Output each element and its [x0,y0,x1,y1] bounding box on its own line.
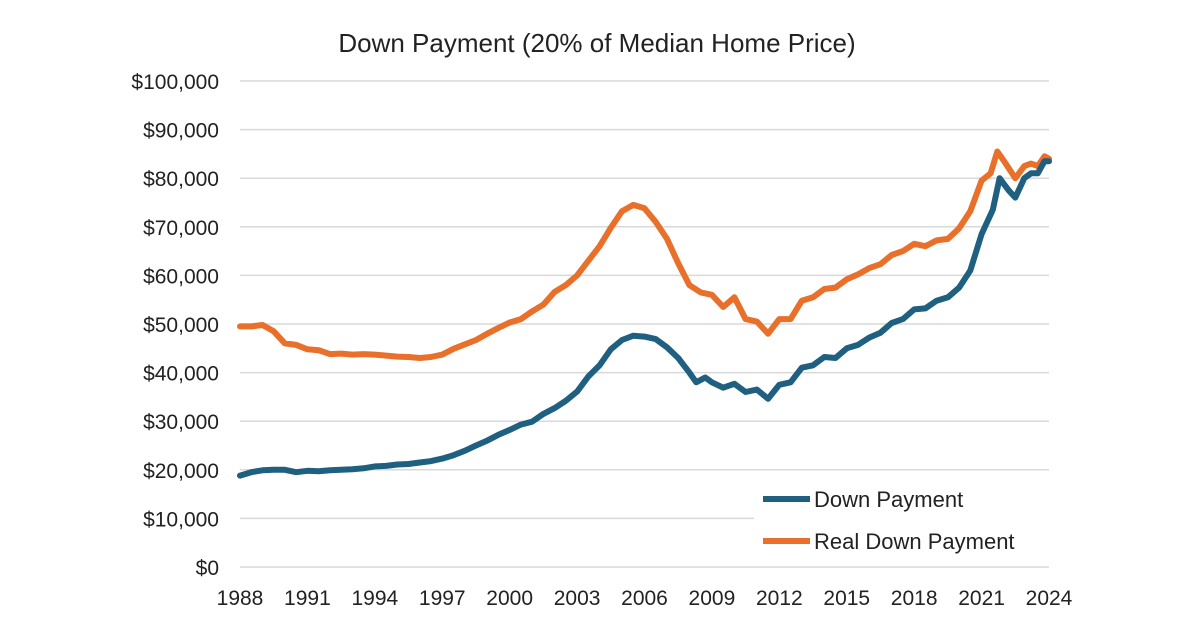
series-line-down-payment [237,158,1052,479]
y-axis-tick-labels: $0 $10,000 $20,000 $30,000 $40,000 $50,000 $60… [131,71,219,580]
x-tick-label: 2018 [891,587,938,610]
x-tick-label: 1988 [217,587,264,610]
y-tick-label: $90,000 [143,120,219,143]
y-tick-label: $40,000 [143,363,219,386]
x-tick-label: 1997 [419,587,466,610]
series-lines [237,148,1052,479]
legend-label-down-payment: Down Payment [814,487,963,512]
chart-title: Down Payment (20% of Median Home Price) [338,28,855,58]
x-tick-label: 1994 [351,587,398,610]
x-axis-tick-labels: 1988 1991 1994 1997 2000 2003 2006 2009 2012 2015… [217,587,1073,610]
x-tick-label: 2012 [756,587,803,610]
legend-background [754,482,1054,564]
x-tick-label: 2003 [554,587,601,610]
x-tick-label: 2006 [621,587,668,610]
y-tick-label: $50,000 [143,314,219,337]
gridlines [240,80,1049,568]
x-tick-label: 2021 [958,587,1005,610]
y-tick-label: $20,000 [143,460,219,483]
series-line-real-down-payment [237,148,1052,361]
legend-label-real-down-payment: Real Down Payment [814,529,1015,554]
x-tick-label: 2015 [823,587,870,610]
y-tick-label: $100,000 [131,71,219,94]
legend: Down Payment Real Down Payment [754,482,1054,564]
y-tick-label: $70,000 [143,217,219,240]
y-tick-label: $60,000 [143,265,219,288]
y-tick-label: $30,000 [143,411,219,434]
x-tick-label: 1991 [284,587,331,610]
y-tick-label: $0 [196,557,219,580]
x-tick-label: 2009 [689,587,736,610]
x-tick-label: 2000 [486,587,533,610]
y-tick-label: $80,000 [143,168,219,191]
x-tick-label: 2024 [1026,587,1073,610]
y-tick-label: $10,000 [143,508,219,531]
